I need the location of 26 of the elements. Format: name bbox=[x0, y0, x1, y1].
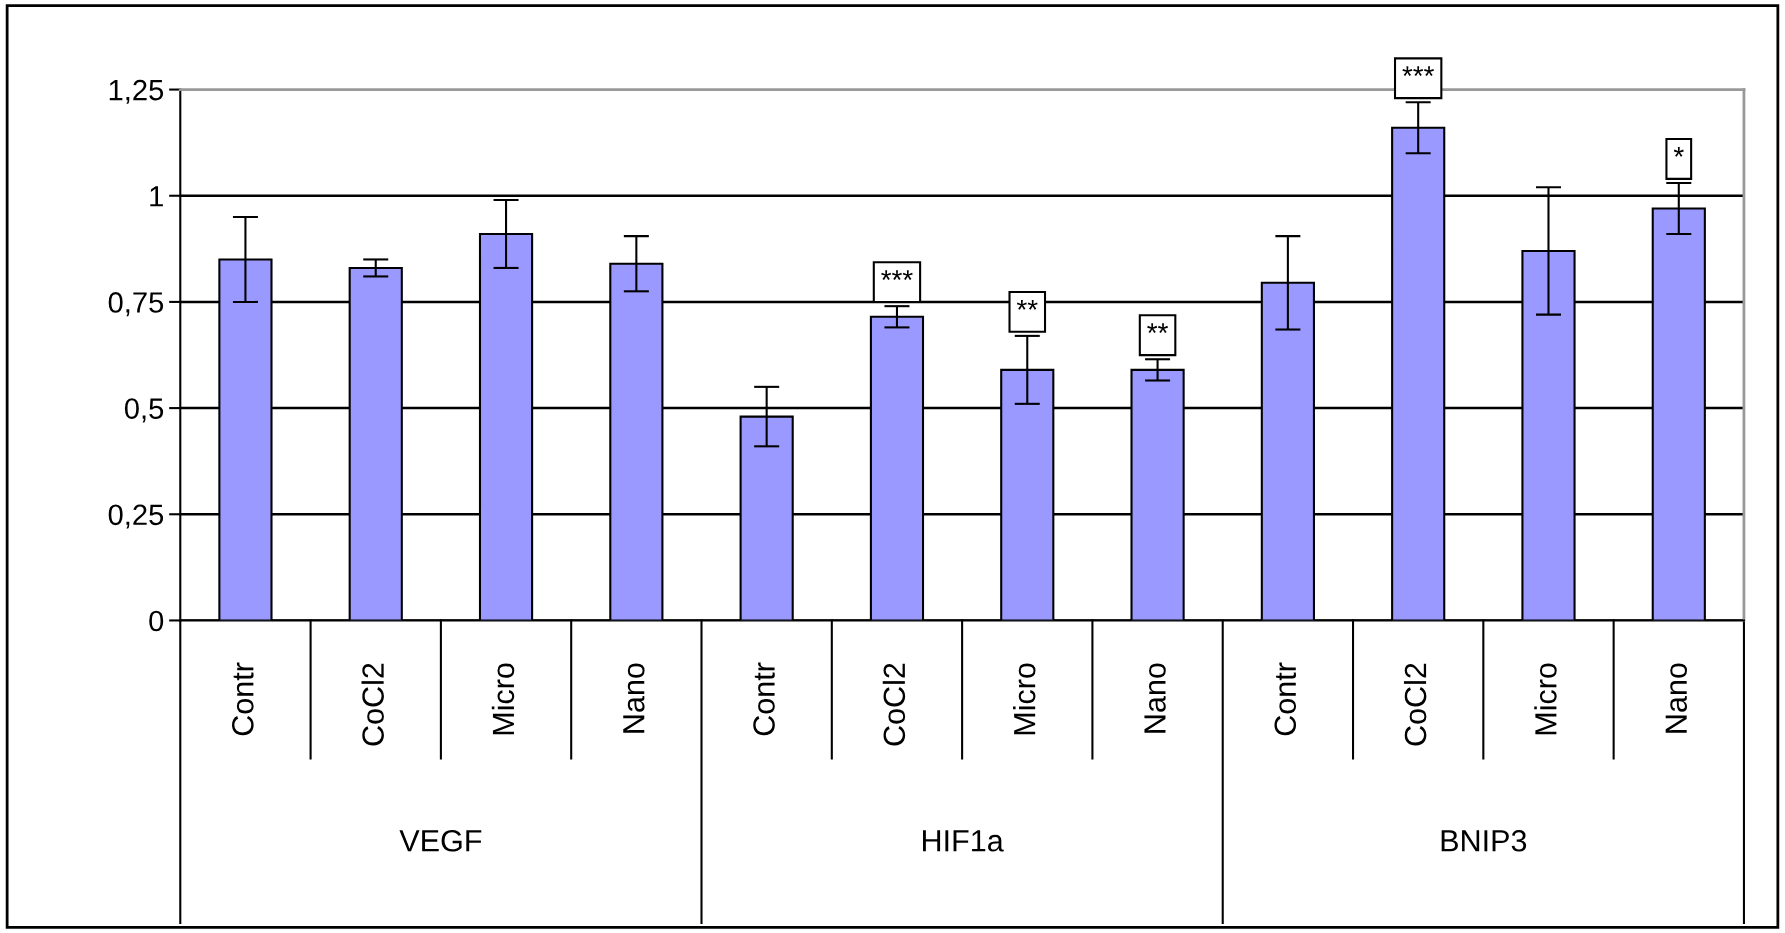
data-label: * bbox=[1673, 147, 1684, 157]
x-tick-label: Micro bbox=[1013, 663, 1036, 735]
x-tick-label: Contr bbox=[753, 662, 775, 736]
x-tick-label: CoCl2 bbox=[882, 663, 906, 746]
x-tick-label: Nano bbox=[1665, 663, 1687, 733]
x-tick-label: Contr bbox=[1274, 662, 1297, 736]
x-tick-label: CoCl2 bbox=[361, 663, 384, 746]
data-label: ** bbox=[1147, 323, 1168, 334]
x-tick-label: Micro bbox=[1534, 663, 1557, 735]
y-tick-label: 0,75 bbox=[108, 292, 164, 317]
x-tick-label: CoCl2 bbox=[1403, 663, 1427, 746]
data-label: ** bbox=[1016, 299, 1038, 310]
text: HIF1a bbox=[923, 830, 1004, 852]
y-tick-label: 1,25 bbox=[109, 79, 164, 104]
x-tick-label: Nano bbox=[1144, 663, 1166, 733]
y-tick-label: 1 bbox=[150, 186, 163, 207]
x-tick-label: Nano bbox=[623, 663, 645, 733]
y-tick-label: 0,5 bbox=[124, 398, 164, 423]
y-tick-label: 0 bbox=[149, 610, 164, 632]
text: VEGF bbox=[399, 829, 482, 852]
text: BNIP3 bbox=[1441, 829, 1527, 852]
y-tick-label: 0,25 bbox=[108, 504, 164, 529]
data-label: *** bbox=[1402, 66, 1434, 77]
x-tick-label: Micro bbox=[491, 663, 515, 735]
x-tick-label: Contr bbox=[232, 662, 254, 736]
data-label: *** bbox=[881, 270, 913, 280]
